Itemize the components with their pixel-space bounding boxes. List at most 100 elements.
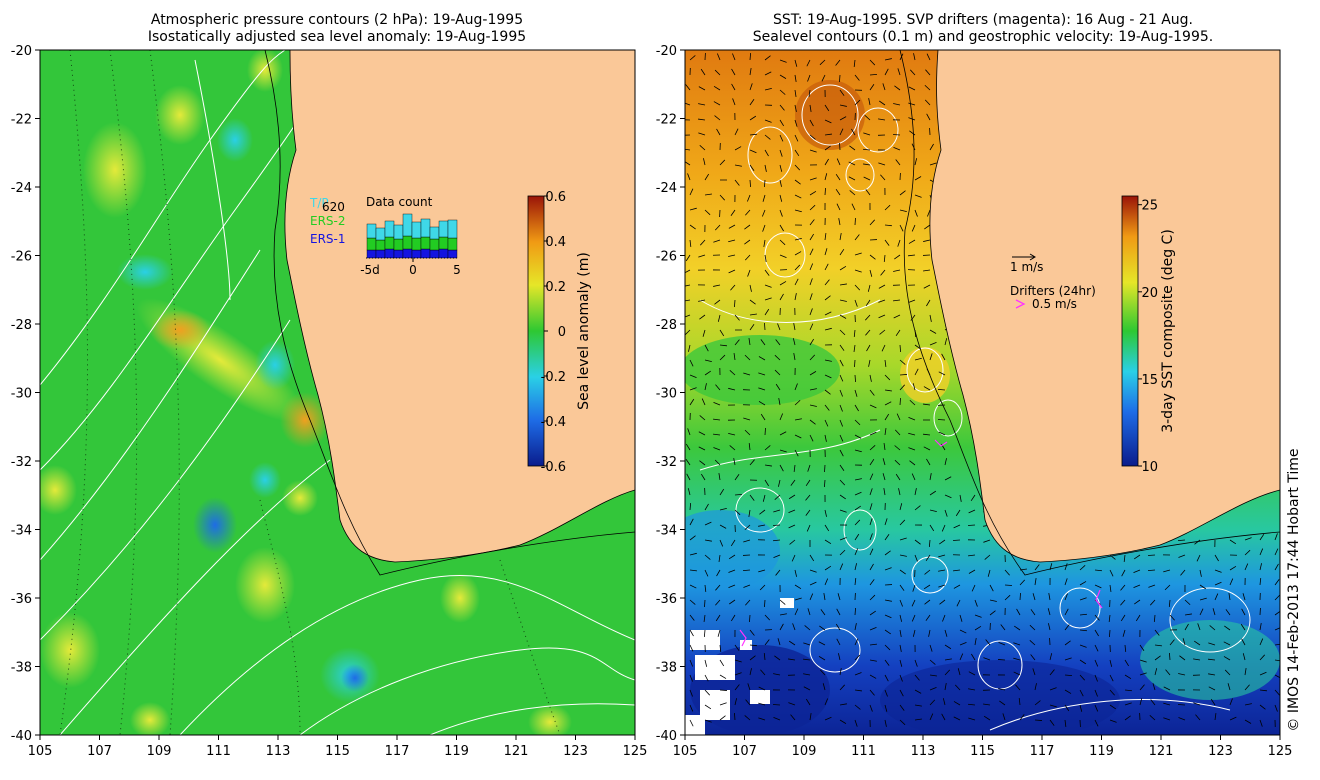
velocity-arrow [764, 427, 766, 436]
velocity-arrow [974, 638, 977, 646]
velocity-arrow [1229, 716, 1237, 721]
velocity-arrow [854, 654, 861, 661]
velocity-arrow [824, 509, 827, 517]
velocity-arrow [713, 447, 721, 451]
velocity-arrow [734, 509, 741, 516]
velocity-arrow [689, 719, 694, 727]
velocity-arrow [1193, 658, 1201, 661]
velocity-arrow [704, 383, 707, 391]
velocity-arrow [699, 460, 706, 466]
velocity-arrow [955, 509, 961, 517]
velocity-arrow [685, 329, 691, 336]
velocity-arrow [734, 644, 740, 651]
velocity-arrow [809, 581, 817, 586]
velocity-arrow [1274, 579, 1280, 586]
velocity-arrow [778, 479, 781, 487]
velocity-arrow [929, 687, 937, 691]
velocity-arrow [879, 100, 886, 106]
velocity-arrow [839, 719, 847, 724]
velocity-arrow [1228, 593, 1231, 601]
velocity-arrow [1274, 548, 1279, 556]
left-lat-tick-label: -24 [11, 181, 32, 196]
velocity-arrow [773, 673, 781, 676]
velocity-arrow [1048, 593, 1051, 601]
velocity-arrow [715, 384, 721, 391]
velocity-arrow [824, 698, 829, 706]
velocity-arrow [808, 89, 811, 97]
velocity-arrow [851, 128, 856, 136]
velocity-arrow [880, 269, 886, 276]
velocity-arrow [884, 599, 892, 602]
velocity-arrow [685, 269, 691, 274]
velocity-arrow [824, 248, 828, 256]
velocity-arrow [749, 324, 755, 331]
velocity-arrow [749, 284, 752, 292]
velocity-arrow [1064, 563, 1068, 571]
velocity-arrow [839, 404, 843, 412]
velocity-arrow [1124, 659, 1129, 667]
velocity-arrow [1124, 715, 1131, 721]
left-australia-land [284, 50, 635, 563]
drifter-tracks [739, 439, 1103, 647]
velocity-arrow [807, 464, 811, 472]
velocity-arrow [804, 625, 811, 631]
velocity-arrow [779, 74, 787, 79]
velocity-arrow [854, 563, 857, 571]
velocity-arrow [685, 284, 691, 287]
velocity-arrow [748, 338, 751, 346]
velocity-arrow [878, 299, 886, 303]
velocity-arrow [989, 584, 994, 592]
velocity-arrow [779, 209, 783, 217]
colorbar-tick-label: 10 [1141, 460, 1158, 475]
velocity-arrow [779, 431, 787, 436]
right-lon-tick-label: 117 [1030, 744, 1055, 759]
velocity-arrow [762, 494, 766, 502]
left-title-line1: Atmospheric pressure contours (2 hPa): 1… [151, 12, 523, 28]
left-lat-tick-label: -32 [11, 455, 32, 470]
left-lat-tick-label: -22 [11, 113, 32, 128]
velocity-arrow [743, 539, 751, 543]
velocity-arrow [923, 446, 931, 451]
inset-bar-segment [393, 249, 404, 259]
velocity-arrow [1259, 563, 1262, 571]
velocity-arrow [923, 433, 931, 436]
velocity-arrow [854, 607, 856, 616]
velocity-arrow [1064, 624, 1070, 631]
velocity-arrow [899, 374, 908, 376]
velocity-arrow [773, 509, 781, 513]
velocity-arrow [794, 264, 801, 271]
velocity-arrow [698, 254, 706, 258]
left-lat-tick-label: -40 [11, 729, 32, 744]
velocity-arrow [912, 629, 916, 637]
velocity-arrow [809, 293, 813, 301]
velocity-arrow [835, 188, 841, 196]
velocity-arrow [1064, 719, 1067, 727]
velocity-arrow [685, 102, 691, 106]
velocity-arrow [758, 401, 766, 406]
sst-colorbar: 25 20 15 10 3-day SST composite (deg C) [1121, 195, 1176, 475]
velocity-arrow [854, 252, 862, 256]
velocity-arrow [941, 713, 946, 721]
velocity-arrow [896, 413, 901, 421]
velocity-arrow [803, 673, 811, 676]
velocity-arrow [899, 584, 905, 591]
velocity-arrow [869, 59, 876, 66]
velocity-arrow [899, 344, 901, 353]
velocity-arrow [1199, 608, 1204, 616]
velocity-arrow [809, 104, 812, 112]
velocity-arrow [794, 584, 802, 590]
velocity-arrow [924, 599, 931, 605]
velocity-arrow [794, 89, 797, 97]
velocity-arrow [1064, 640, 1071, 646]
velocity-arrow [779, 224, 784, 232]
velocity-arrow [942, 698, 946, 706]
velocity-arrow [929, 473, 932, 481]
velocity-arrow [869, 503, 873, 511]
right-lon-tick-label: 107 [732, 744, 757, 759]
velocity-arrow [793, 464, 796, 472]
velocity-arrow [1165, 669, 1171, 676]
left-title-line2: Isostatically adjusted sea level anomaly… [148, 29, 526, 45]
velocity-arrow [884, 567, 892, 571]
velocity-arrow [884, 224, 893, 227]
velocity-arrow [685, 148, 691, 151]
